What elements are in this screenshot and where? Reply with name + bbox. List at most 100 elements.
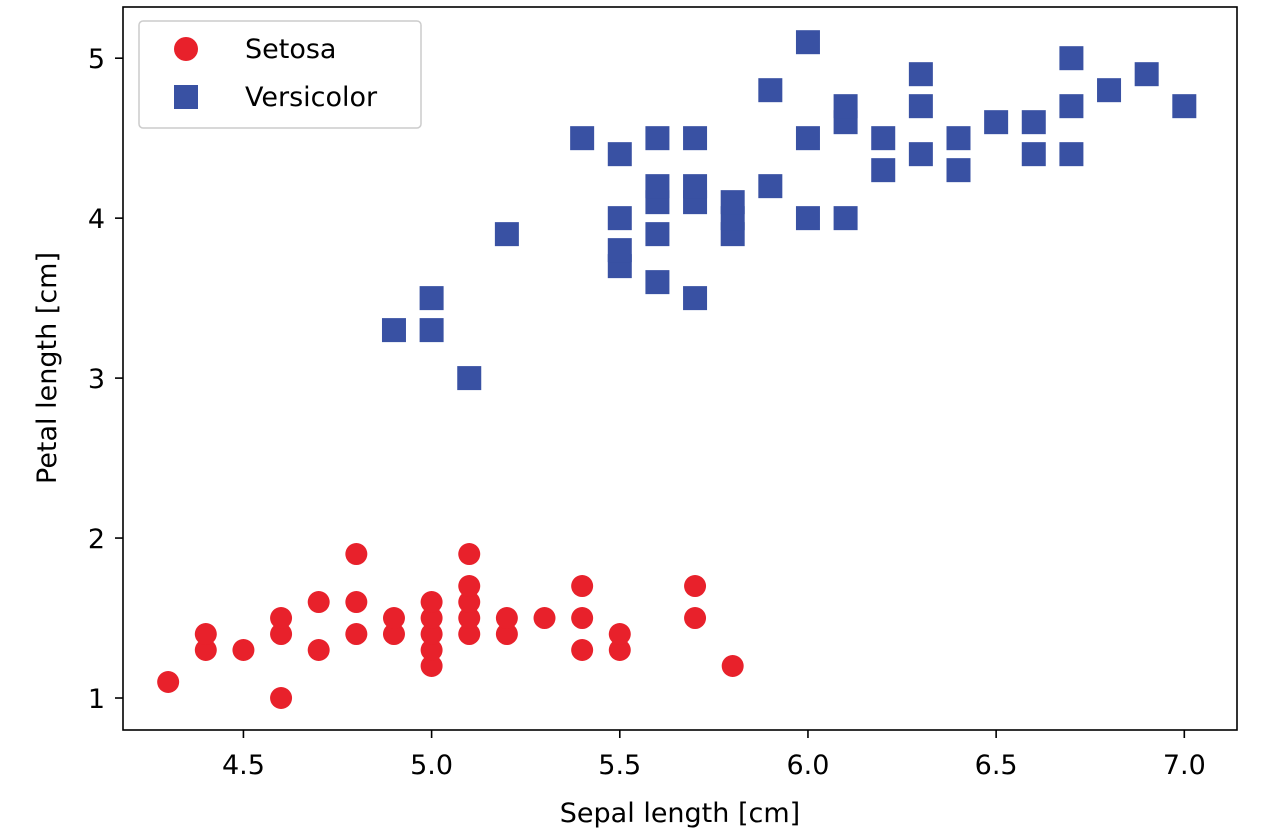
- data-point-versicolor-35: [946, 158, 971, 183]
- plot-marks: [157, 30, 1197, 710]
- data-point-versicolor-24: [795, 206, 820, 231]
- legend-box: [138, 20, 422, 129]
- data-point-setosa-23: [458, 543, 481, 566]
- data-point-versicolor-43: [1097, 78, 1122, 103]
- legend-label-setosa: Setosa: [245, 34, 336, 65]
- data-point-versicolor-41: [1059, 94, 1084, 119]
- data-point-versicolor-2: [419, 286, 444, 311]
- data-point-setosa-0: [157, 671, 180, 694]
- data-point-versicolor-45: [1172, 94, 1197, 119]
- data-point-versicolor-26: [795, 30, 820, 55]
- data-point-setosa-33: [684, 575, 707, 598]
- data-point-versicolor-15: [683, 286, 708, 311]
- data-point-versicolor-21: [720, 190, 745, 215]
- x-axis-label: Sepal length [cm]: [560, 798, 800, 829]
- x-tick-label-4: 6.5: [975, 750, 1018, 781]
- data-point-versicolor-18: [683, 126, 708, 151]
- x-tick-label-0: 4.5: [222, 750, 265, 781]
- data-point-setosa-17: [420, 607, 443, 630]
- data-point-versicolor-17: [683, 174, 708, 199]
- data-point-setosa-9: [345, 623, 368, 646]
- y-tick-label-2: 3: [88, 364, 105, 395]
- data-point-versicolor-42: [1059, 46, 1084, 71]
- data-point-setosa-32: [684, 607, 707, 630]
- legend-marker-setosa: [174, 37, 198, 61]
- data-point-versicolor-27: [833, 206, 858, 231]
- data-point-versicolor-38: [1021, 142, 1046, 167]
- y-axis: 1 2 3 4 5: [88, 44, 123, 715]
- x-tick-label-5: 7.0: [1163, 750, 1206, 781]
- plot-frame: [122, 6, 1238, 731]
- data-point-versicolor-8: [607, 206, 632, 231]
- data-point-setosa-4: [270, 687, 293, 710]
- data-point-setosa-26: [533, 607, 556, 630]
- data-point-setosa-31: [608, 623, 631, 646]
- data-point-versicolor-0: [381, 318, 406, 343]
- data-point-setosa-30: [608, 639, 631, 662]
- data-point-setosa-27: [571, 639, 594, 662]
- data-point-setosa-20: [458, 607, 481, 630]
- data-point-setosa-22: [458, 575, 481, 598]
- data-point-versicolor-31: [871, 126, 896, 151]
- data-point-versicolor-39: [1021, 110, 1046, 135]
- data-point-setosa-7: [307, 639, 330, 662]
- legend: Setosa Versicolor: [138, 20, 422, 129]
- series-setosa: [157, 543, 744, 710]
- data-point-setosa-15: [420, 639, 443, 662]
- data-point-setosa-14: [420, 655, 443, 678]
- data-point-setosa-10: [345, 591, 368, 614]
- legend-label-versicolor: Versicolor: [245, 82, 378, 113]
- data-point-setosa-1: [194, 639, 217, 662]
- data-point-setosa-12: [382, 623, 405, 646]
- data-point-versicolor-13: [645, 174, 670, 199]
- data-point-versicolor-36: [946, 126, 971, 151]
- data-point-versicolor-3: [457, 366, 482, 391]
- data-point-setosa-24: [495, 623, 518, 646]
- y-axis-label: Petal length [cm]: [32, 252, 63, 484]
- data-point-versicolor-22: [758, 174, 783, 199]
- data-point-setosa-6: [270, 607, 293, 630]
- data-point-versicolor-14: [645, 126, 670, 151]
- data-point-setosa-11: [345, 543, 368, 566]
- legend-marker-versicolor: [174, 85, 198, 109]
- data-point-versicolor-4: [494, 222, 519, 247]
- data-point-versicolor-30: [871, 158, 896, 183]
- data-point-versicolor-40: [1059, 142, 1084, 167]
- x-tick-label-1: 5.0: [410, 750, 453, 781]
- data-point-versicolor-23: [758, 78, 783, 103]
- data-point-setosa-18: [420, 591, 443, 614]
- data-point-setosa-2: [194, 623, 217, 646]
- data-point-setosa-16: [420, 623, 443, 646]
- series-versicolor: [381, 30, 1197, 391]
- data-point-versicolor-33: [908, 94, 933, 119]
- data-point-versicolor-29: [833, 94, 858, 119]
- data-point-versicolor-37: [984, 110, 1009, 135]
- data-point-setosa-8: [307, 591, 330, 614]
- data-point-versicolor-7: [607, 238, 632, 263]
- data-point-setosa-28: [571, 607, 594, 630]
- data-point-versicolor-32: [908, 142, 933, 167]
- data-point-setosa-34: [721, 655, 744, 678]
- x-axis: 4.5 5.0 5.5 6.0 6.5 7.0: [222, 730, 1206, 781]
- data-point-versicolor-11: [645, 222, 670, 247]
- y-tick-label-0: 1: [88, 684, 105, 715]
- data-point-setosa-13: [382, 607, 405, 630]
- data-point-versicolor-25: [795, 126, 820, 151]
- data-point-setosa-5: [270, 623, 293, 646]
- x-tick-label-3: 6.0: [786, 750, 829, 781]
- data-point-setosa-19: [458, 623, 481, 646]
- y-tick-label-4: 5: [88, 44, 105, 75]
- data-point-versicolor-34: [908, 62, 933, 87]
- data-point-setosa-21: [458, 591, 481, 614]
- data-point-setosa-3: [232, 639, 255, 662]
- y-tick-label-3: 4: [88, 204, 105, 235]
- data-point-versicolor-5: [570, 126, 595, 151]
- data-point-setosa-29: [571, 575, 594, 598]
- data-point-versicolor-10: [645, 270, 670, 295]
- data-point-versicolor-44: [1134, 62, 1159, 87]
- x-tick-label-2: 5.5: [598, 750, 641, 781]
- data-point-versicolor-9: [607, 142, 632, 167]
- y-tick-label-1: 2: [88, 524, 105, 555]
